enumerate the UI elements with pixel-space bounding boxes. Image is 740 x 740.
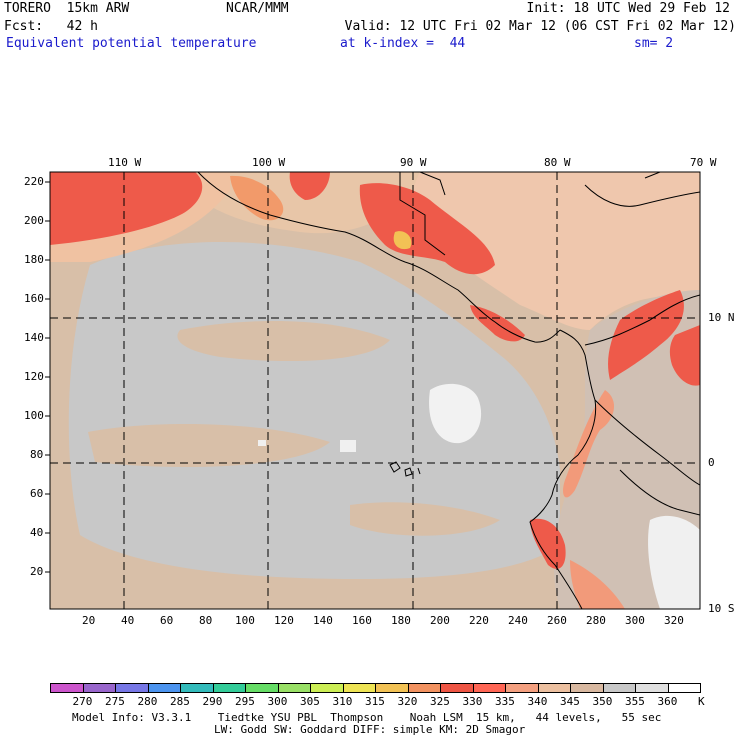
colorbar-swatch (212, 683, 246, 693)
init-time: Init: 18 UTC Wed 29 Feb 12 (526, 1, 731, 16)
x-tick: 180 (391, 614, 411, 627)
y-tick: 140 (24, 331, 44, 344)
level-label: at k-index = 44 (340, 36, 466, 51)
colorbar-swatch (82, 683, 116, 693)
y-tick: 60 (30, 487, 44, 500)
colorbar-swatch (180, 683, 214, 693)
colorbar-swatch (375, 683, 409, 693)
colorbar-tick-label: 275 (105, 695, 125, 708)
colorbar-tick-label: 340 (527, 695, 548, 708)
colorbar-unit: K (698, 695, 705, 708)
x-tick: 280 (586, 614, 606, 627)
colorbar-tick-label: 285 (170, 695, 190, 708)
lat-label-10n: 10 N (708, 311, 735, 324)
colorbar-swatch (440, 683, 474, 693)
organization-label: NCAR/MMM (226, 1, 289, 16)
colorbar-swatch (635, 683, 669, 693)
model-title: TORERO 15km ARW (4, 1, 130, 16)
colorbar-swatch (342, 683, 376, 693)
y-tick: 180 (24, 253, 44, 266)
colorbar-tick-label: 325 (430, 695, 450, 708)
x-tick: 100 (235, 614, 255, 627)
colorbar-tick-label: 300 (267, 695, 288, 708)
colorbar-tick-label: 290 (202, 695, 223, 708)
y-tick: 100 (24, 409, 44, 422)
model-physics: LW: Godd SW: Goddard DIFF: simple KM: 2D… (214, 723, 526, 736)
theta-e-field (50, 172, 700, 609)
x-tick: 20 (82, 614, 96, 627)
x-tick: 60 (160, 614, 174, 627)
lon-label-70w: 70 W (690, 156, 717, 169)
colorbar-swatch (472, 683, 506, 693)
colorbar-swatch (147, 683, 181, 693)
colorbar-swatch (310, 683, 344, 693)
x-tick: 300 (625, 614, 645, 627)
x-tick: 260 (547, 614, 567, 627)
colorbar-tick-label: 310 (332, 695, 353, 708)
x-tick: 140 (313, 614, 333, 627)
colorbar-tick-label: 280 (137, 695, 158, 708)
lat-label-0: 0 (708, 456, 715, 469)
colorbar-swatch (570, 683, 604, 693)
x-tick: 120 (274, 614, 294, 627)
x-tick: 220 (469, 614, 489, 627)
x-tick: 320 (664, 614, 684, 627)
lon-label-80w: 80 W (544, 156, 571, 169)
y-tick: 160 (24, 292, 44, 305)
colorbar-tick-label: 305 (300, 695, 320, 708)
valid-time: Valid: 12 UTC Fri 02 Mar 12 (06 CST Fri … (344, 19, 736, 34)
lon-label-110w: 110 W (108, 156, 142, 169)
colorbar-tick-label: 360 (657, 695, 678, 708)
field-name: Equivalent potential temperature (6, 36, 257, 51)
colorbar-swatch (602, 683, 636, 693)
colorbar-tick-label: 355 (625, 695, 645, 708)
colorbar-swatch (50, 683, 84, 693)
colorbar-tick-label: 345 (560, 695, 580, 708)
y-tick: 220 (24, 175, 44, 188)
map-frame (49, 171, 701, 610)
smoothing-label: sm= 2 (634, 36, 674, 51)
colorbar-tick-label: 350 (592, 695, 613, 708)
colorbar-tick-label: 295 (235, 695, 255, 708)
colorbar-swatch (537, 683, 571, 693)
forecast-hour: Fcst: 42 h (4, 19, 98, 34)
colorbar-tick-label: 270 (72, 695, 93, 708)
x-tick: 80 (199, 614, 213, 627)
lon-label-90w: 90 W (400, 156, 427, 169)
colorbar-tick-label: 335 (495, 695, 515, 708)
colorbar-swatch (245, 683, 279, 693)
y-tick: 40 (30, 526, 44, 539)
x-tick: 160 (352, 614, 372, 627)
y-tick: 200 (24, 214, 44, 227)
colorbar-swatch (505, 683, 539, 693)
colorbar-swatch (115, 683, 149, 693)
colorbar-tick-label: 315 (365, 695, 385, 708)
x-tick: 200 (430, 614, 450, 627)
lon-label-100w: 100 W (252, 156, 286, 169)
colorbar-tick-label: 330 (462, 695, 483, 708)
lat-label-10s: 10 S (708, 602, 735, 615)
x-tick: 40 (121, 614, 135, 627)
y-tick: 20 (30, 565, 44, 578)
y-tick: 120 (24, 370, 44, 383)
model-info: Model Info: V3.3.1 Tiedtke YSU PBL Thomp… (72, 711, 662, 724)
colorbar-tick-label: 320 (397, 695, 418, 708)
colorbar-swatch (277, 683, 311, 693)
x-tick: 240 (508, 614, 528, 627)
colorbar-swatch (407, 683, 441, 693)
y-tick: 80 (30, 448, 44, 461)
colorbar-swatch (667, 683, 701, 693)
